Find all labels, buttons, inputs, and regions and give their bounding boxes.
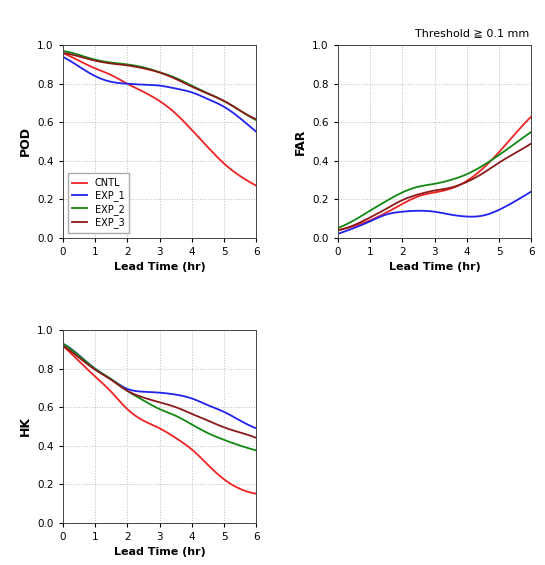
EXP_2	[226, 101, 233, 107]
CNTL	[102, 69, 109, 76]
EXP_2	[221, 98, 227, 105]
EXP_3	[253, 116, 259, 123]
EXP_2	[59, 47, 66, 54]
EXP_2	[102, 58, 109, 65]
CNTL	[226, 165, 233, 172]
CNTL	[221, 160, 227, 167]
EXP_3	[234, 106, 241, 112]
EXP_3	[226, 101, 233, 107]
EXP_1	[234, 113, 241, 120]
EXP_1	[221, 103, 227, 110]
Line: EXP_1: EXP_1	[63, 56, 256, 132]
Y-axis label: HK: HK	[19, 416, 32, 436]
Legend: CNTL, EXP_1, EXP_2, EXP_3: CNTL, EXP_1, EXP_2, EXP_3	[68, 173, 130, 233]
EXP_2	[253, 117, 259, 124]
EXP_1	[156, 82, 163, 89]
EXP_1	[102, 77, 109, 84]
X-axis label: Lead Time (hr): Lead Time (hr)	[389, 262, 480, 272]
CNTL	[234, 171, 241, 177]
X-axis label: Lead Time (hr): Lead Time (hr)	[114, 262, 205, 272]
CNTL	[59, 50, 66, 57]
Y-axis label: POD: POD	[19, 127, 32, 157]
EXP_1	[253, 128, 259, 135]
Line: CNTL: CNTL	[63, 53, 256, 186]
EXP_3	[124, 62, 130, 69]
Y-axis label: FAR: FAR	[294, 128, 307, 155]
Line: EXP_3: EXP_3	[63, 53, 256, 119]
Line: EXP_2: EXP_2	[63, 51, 256, 120]
X-axis label: Lead Time (hr): Lead Time (hr)	[114, 547, 205, 557]
Text: Threshold ≧ 0.1 mm: Threshold ≧ 0.1 mm	[415, 28, 530, 38]
EXP_3	[221, 98, 227, 105]
CNTL	[156, 98, 163, 105]
EXP_2	[156, 69, 163, 76]
CNTL	[253, 182, 259, 189]
EXP_2	[234, 106, 241, 112]
EXP_1	[124, 80, 130, 87]
EXP_2	[124, 61, 130, 68]
EXP_3	[156, 69, 163, 76]
EXP_1	[226, 107, 233, 114]
EXP_3	[102, 59, 109, 66]
CNTL	[124, 80, 130, 87]
EXP_3	[59, 50, 66, 57]
EXP_1	[59, 53, 66, 60]
